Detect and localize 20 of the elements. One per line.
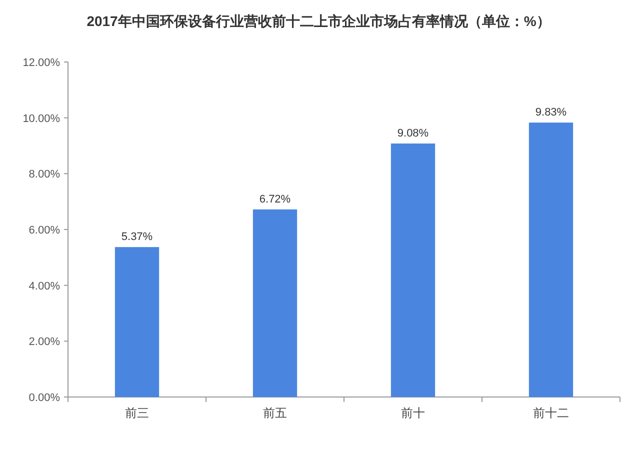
- chart-title: 2017年中国环保设备行业营收前十二上市企业市场占有率情况（单位：%）: [86, 13, 550, 29]
- y-tick-label: 4.00%: [28, 280, 60, 292]
- x-tick-label: 前十二: [533, 406, 569, 420]
- bar: [114, 247, 160, 397]
- data-label: 6.72%: [259, 193, 291, 206]
- data-label: 9.83%: [535, 106, 567, 119]
- data-label: 5.37%: [121, 231, 153, 244]
- y-tick-label: 0.00%: [28, 392, 60, 404]
- bar: [252, 209, 298, 397]
- y-tick-label: 8.00%: [28, 168, 60, 181]
- bar: [390, 144, 436, 397]
- bar: [528, 122, 574, 397]
- x-tick-label: 前五: [263, 406, 287, 420]
- data-label: 9.08%: [397, 128, 429, 140]
- y-tick-label: 12.00%: [22, 57, 60, 69]
- y-tick-label: 10.00%: [22, 112, 60, 125]
- x-tick-label: 前三: [125, 406, 149, 420]
- x-tick-label: 前十: [401, 406, 425, 420]
- y-tick-label: 6.00%: [28, 224, 60, 236]
- y-tick-label: 2.00%: [28, 336, 60, 348]
